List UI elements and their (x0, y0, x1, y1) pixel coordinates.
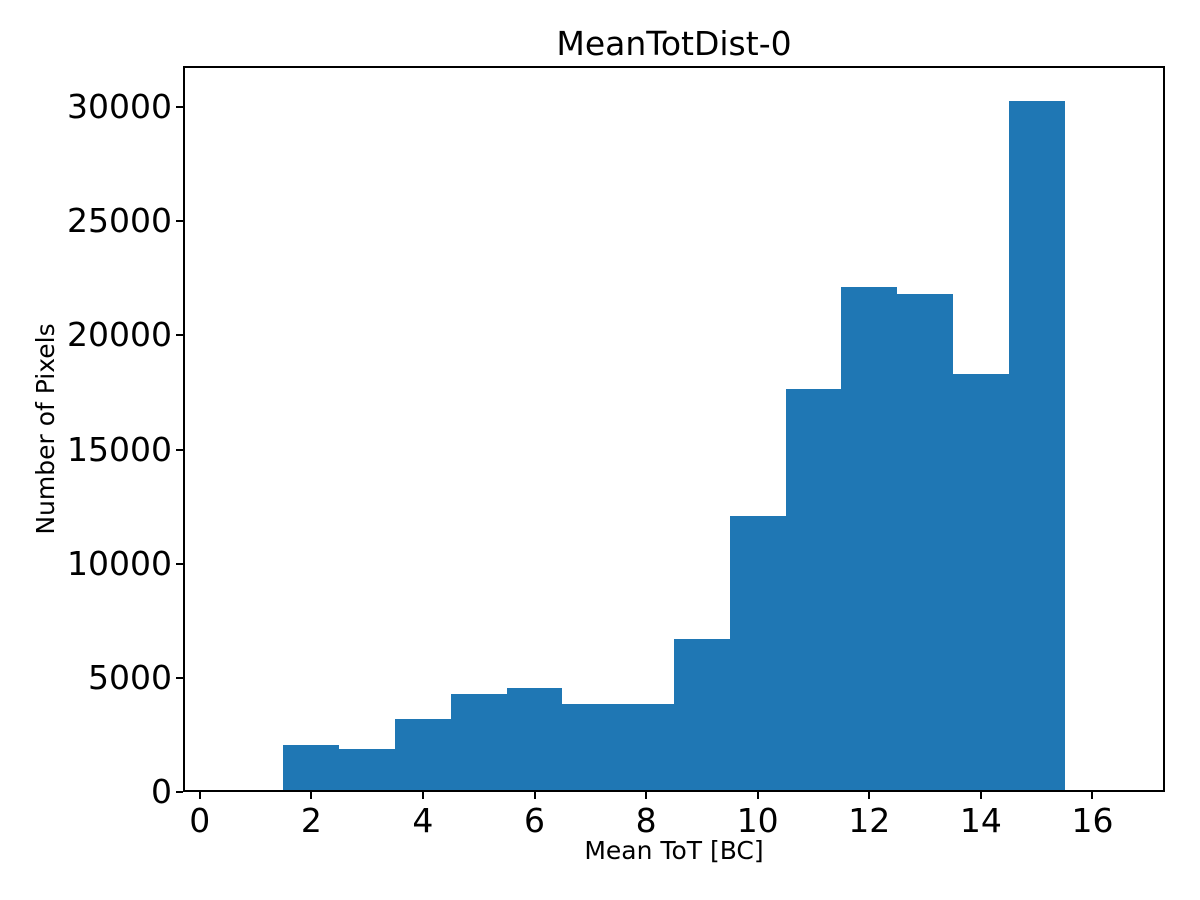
plot-area (183, 66, 1165, 792)
x-tick-label: 10 (736, 801, 779, 840)
y-tick-mark (176, 448, 183, 451)
y-axis-label: Number of Pixels (31, 323, 60, 535)
x-tick-label: 14 (959, 801, 1002, 840)
histogram-bar (562, 704, 619, 792)
y-tick-mark (176, 676, 183, 679)
x-tick-mark (421, 792, 424, 799)
y-tick-label: 25000 (67, 201, 172, 241)
x-tick-mark (1091, 792, 1094, 799)
x-tick-mark (756, 792, 759, 799)
y-tick-label: 15000 (67, 429, 172, 469)
x-tick-mark (645, 792, 648, 799)
histogram-bar (506, 687, 563, 792)
histogram-bar (897, 294, 953, 792)
y-tick-label: 20000 (67, 315, 172, 355)
x-tick-mark (868, 792, 871, 799)
x-tick-mark (533, 792, 536, 799)
y-tick-mark (176, 106, 183, 109)
histogram-bar (952, 373, 1009, 792)
x-tick-label: 0 (189, 801, 211, 840)
histogram-bar (283, 745, 340, 792)
histogram-bar (450, 693, 507, 792)
x-tick-mark (310, 792, 313, 799)
x-tick-label: 6 (524, 801, 545, 840)
x-tick-label: 8 (635, 801, 657, 840)
chart-title: MeanTotDist-0 (556, 24, 792, 63)
x-tick-label: 2 (300, 801, 322, 840)
y-tick-label: 10000 (67, 543, 172, 583)
x-tick-mark (979, 792, 982, 799)
histogram-bar (674, 639, 730, 792)
histogram-bar (1008, 101, 1065, 792)
x-tick-label: 16 (1071, 801, 1114, 840)
x-axis-label: Mean ToT [BC] (584, 836, 764, 865)
y-tick-mark (176, 791, 183, 793)
histogram-bar (395, 718, 451, 792)
y-tick-mark (176, 334, 183, 337)
y-tick-mark (176, 220, 183, 223)
x-tick-label: 12 (848, 801, 891, 840)
histogram-bar (618, 704, 674, 792)
y-tick-label: 30000 (67, 87, 172, 127)
y-tick-label: 0 (151, 772, 172, 811)
x-tick-label: 4 (412, 801, 434, 840)
histogram-bar (841, 287, 898, 792)
x-tick-mark (198, 792, 201, 799)
histogram-bar (339, 749, 395, 792)
histogram-bar (729, 515, 786, 792)
y-tick-label: 5000 (88, 657, 172, 697)
y-tick-mark (176, 562, 183, 565)
histogram-bar (785, 389, 842, 792)
